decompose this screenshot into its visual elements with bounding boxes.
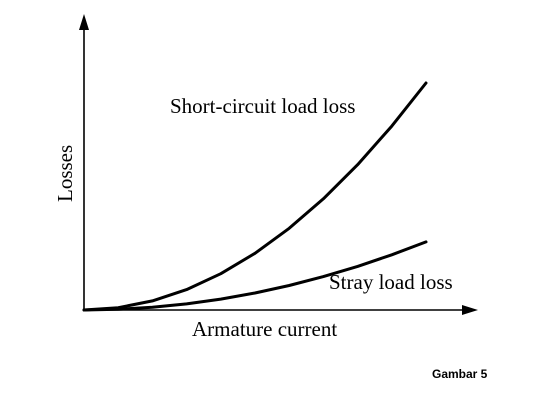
- y-axis-arrow: [79, 14, 89, 30]
- x-axis-label: Armature current: [192, 317, 337, 341]
- series-label-stray: Stray load loss: [329, 270, 453, 294]
- series-label-short-circuit: Short-circuit load loss: [170, 94, 355, 118]
- y-axis-label: Losses: [53, 145, 77, 202]
- series-layer: [82, 81, 428, 312]
- figure-caption: Gambar 5: [432, 367, 488, 381]
- series-line-short-circuit: [82, 81, 428, 312]
- series-line-stray: [82, 240, 428, 312]
- x-axis-arrow: [462, 305, 478, 315]
